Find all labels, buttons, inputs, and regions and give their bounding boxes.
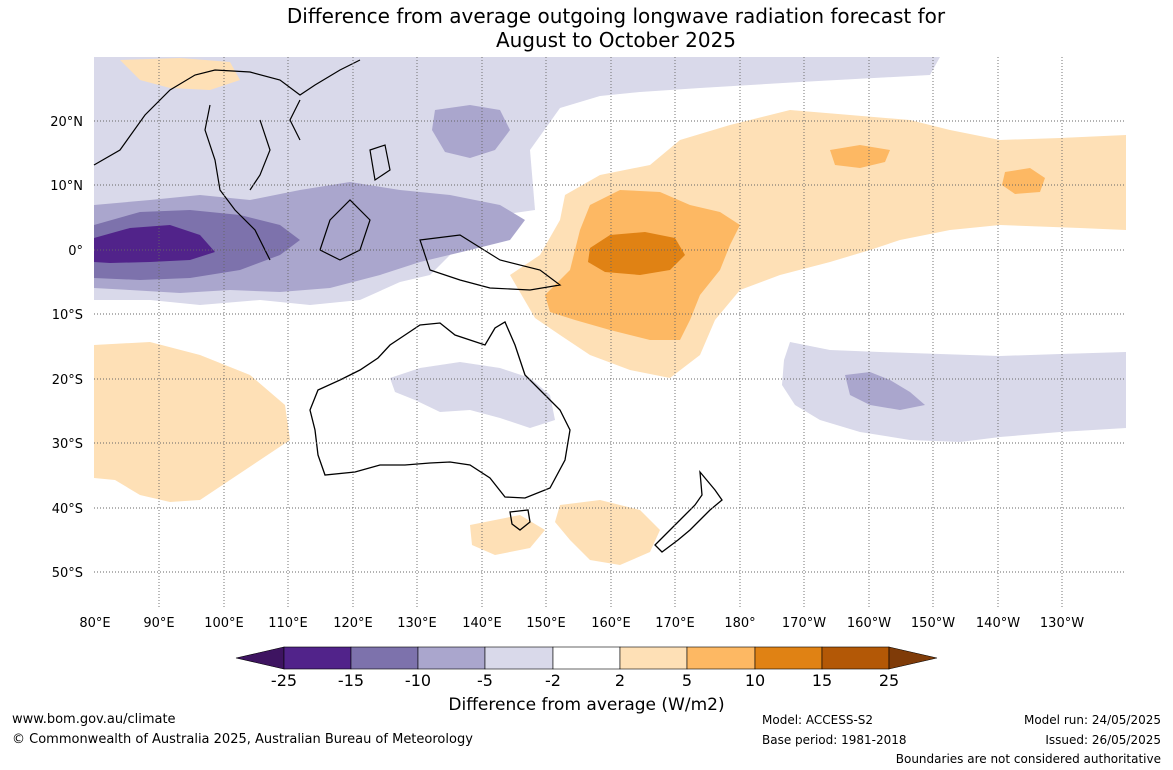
anomaly-shading [94, 57, 1126, 565]
colorbar-segment-8 [754, 646, 823, 670]
colorbar-tick-9: 15 [812, 671, 832, 690]
lat-label-50s: 50°S [52, 566, 83, 581]
colorbar-segment-6 [619, 646, 688, 670]
footer-model: Model: ACCESS-S2 [762, 713, 874, 727]
lon-label-160w: 160°W [847, 616, 891, 631]
lon-label-170e: 170°E [655, 616, 695, 631]
title-line-2: August to October 2025 [495, 28, 737, 52]
lon-label-170w: 170°W [782, 616, 826, 631]
colorbar-tick-10: 25 [879, 671, 899, 690]
colorbar-tick-6: 2 [615, 671, 625, 690]
anomaly-neg2-southeast-pacific [782, 342, 1126, 442]
lon-label-130e: 130°E [397, 616, 437, 631]
lat-label-20n: 20°N [50, 115, 83, 130]
colorbar-segment-9 [821, 646, 890, 670]
colorbar-segment-5 [552, 646, 621, 670]
anomaly-pos5-hawaii [830, 145, 890, 168]
footer-model-run: Model run: 24/05/2025 [1023, 713, 1161, 727]
colorbar-tick-4: -5 [477, 671, 493, 690]
lon-label-100e: 100°E [204, 616, 244, 631]
graticule [94, 57, 1126, 607]
latitude-labels: 20°N 10°N 0° 10°S 20°S 30°S 40°S 50°S [50, 115, 83, 581]
lon-label-120e: 120°E [333, 616, 373, 631]
lon-label-110e: 110°E [268, 616, 308, 631]
lon-label-180: 180° [724, 616, 755, 631]
colorbar-min-extend [235, 646, 285, 670]
australia-coastline [309, 321, 571, 499]
anomaly-neg2-australia [390, 362, 555, 428]
lat-label-20s: 20°S [52, 373, 83, 388]
footer-issued: Issued: 26/05/2025 [1045, 733, 1161, 747]
lat-label-30s: 30°S [52, 437, 83, 452]
colorbar: -25 -15 -10 -5 -2 2 5 10 15 25 [235, 646, 938, 690]
lon-label-80e: 80°E [79, 616, 110, 631]
new-zealand-coastline [654, 469, 723, 553]
longitude-labels: 80°E 90°E 100°E 110°E 120°E 130°E 140°E … [79, 616, 1084, 631]
colorbar-segment-2 [350, 646, 419, 670]
anomaly-neg5-phil [432, 105, 510, 158]
colorbar-tick-2: -15 [338, 671, 364, 690]
colorbar-segment-3 [417, 646, 486, 670]
map-title: Difference from average outgoing longwav… [0, 4, 1173, 52]
anomaly-pos2-nz [470, 515, 545, 555]
lat-label-10n: 10°N [50, 179, 83, 194]
colorbar-tick-7: 5 [682, 671, 692, 690]
lon-label-130w: 130°W [1040, 616, 1084, 631]
anomaly-pos10-equator [588, 232, 685, 275]
lat-label-0: 0° [68, 244, 83, 259]
footer-copyright: © Commonwealth of Australia 2025, Austra… [12, 732, 473, 747]
lat-label-40s: 40°S [52, 502, 83, 517]
lon-label-150w: 150°W [911, 616, 955, 631]
lon-label-140e: 140°E [462, 616, 502, 631]
anomaly-pos2-indian-ocean [94, 342, 290, 502]
colorbar-segment-1 [283, 646, 352, 670]
anomaly-neg15-indian [94, 225, 215, 263]
anomaly-pos2-tasman [555, 500, 660, 565]
footer-base-period: Base period: 1981-2018 [762, 733, 907, 747]
colorbar-segment-7 [686, 646, 756, 670]
anomaly-neg5-pacific [845, 372, 925, 410]
colorbar-tick-5: -2 [545, 671, 561, 690]
title-line-1: Difference from average outgoing longwav… [286, 4, 946, 28]
lon-label-90e: 90°E [143, 616, 174, 631]
colorbar-label: Difference from average (W/m2) [448, 695, 725, 715]
colorbar-tick-1: -25 [271, 671, 297, 690]
asia-coastline [93, 59, 562, 291]
lon-label-160e: 160°E [591, 616, 631, 631]
tasmania-coastline [509, 509, 531, 531]
colorbar-tick-3: -10 [405, 671, 431, 690]
colorbar-segment-4 [484, 646, 554, 670]
lon-label-150e: 150°E [526, 616, 566, 631]
anomaly-pos2-north-asia [120, 58, 240, 90]
colorbar-max-extend [888, 646, 938, 670]
footer-url: www.bom.gov.au/climate [12, 712, 176, 727]
lat-label-10s: 10°S [52, 308, 83, 323]
footer-disclaimer: Boundaries are not considered authoritat… [895, 752, 1161, 766]
colorbar-tick-8: 10 [745, 671, 765, 690]
anomaly-pos5-east [1002, 168, 1045, 194]
lon-label-140w: 140°W [976, 616, 1020, 631]
